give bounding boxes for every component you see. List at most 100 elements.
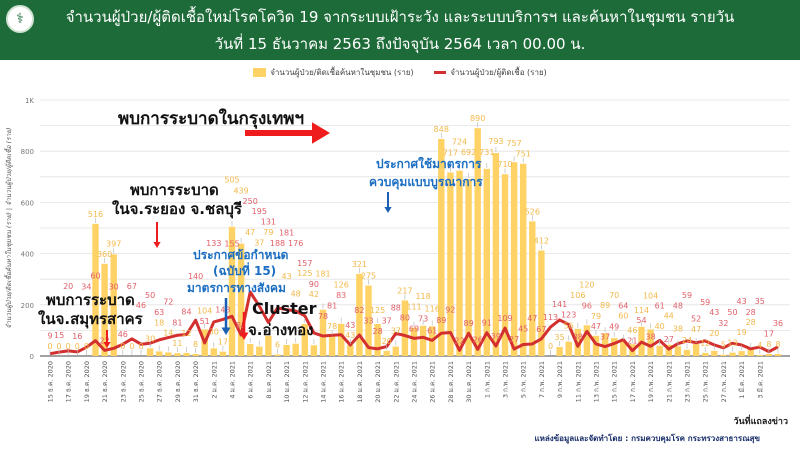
bar xyxy=(210,348,217,356)
annotation-rayong-2: ในจ.ระยอง จ.ชลบุรี xyxy=(112,200,242,218)
arrow-down-icon-head xyxy=(221,327,231,335)
x-tick-label: 1 ก.พ. 2021 xyxy=(483,361,491,398)
bar xyxy=(492,152,500,356)
line-value-label: 52 xyxy=(691,315,701,324)
annotation-rayong-1: พบการระบาด xyxy=(130,181,219,199)
bar-value-label: 751 xyxy=(516,150,531,159)
bar xyxy=(247,343,254,356)
line-value-label: 30 xyxy=(109,282,119,291)
line-value-label: 131 xyxy=(261,217,276,226)
x-tick-label: 2 ม.ค. 2021 xyxy=(210,361,218,399)
bar xyxy=(692,343,700,356)
bar-value-label: 38 xyxy=(673,324,683,333)
line-value-label: 88 xyxy=(391,303,401,312)
line-value-label: 78 xyxy=(318,312,328,321)
bar-value-label: 37 xyxy=(391,327,401,336)
bar-value-label: 217 xyxy=(397,286,412,295)
arrow-down-icon-head xyxy=(153,242,161,248)
bar xyxy=(219,351,227,356)
bar xyxy=(756,354,763,356)
line-value-label: 61 xyxy=(427,326,437,335)
bar-value-label: 724 xyxy=(452,138,467,147)
line-value-label: 176 xyxy=(288,239,303,248)
bar-value-label: 890 xyxy=(470,114,485,123)
line-value-label: 60 xyxy=(90,272,100,281)
bar xyxy=(328,336,336,356)
x-tick-label: 8 ม.ค. 2021 xyxy=(265,361,273,399)
x-tick-label: 22 ม.ค. 2021 xyxy=(392,361,400,403)
bar xyxy=(447,172,454,356)
line-value-label: 46 xyxy=(118,330,128,339)
arrow-right-icon-head xyxy=(312,122,330,144)
bar-value-label: 757 xyxy=(506,139,521,148)
bar xyxy=(438,138,445,356)
x-tick-label: 10 ม.ค. 2021 xyxy=(283,361,291,403)
x-tick-label: 17 ธ.ค. 2020 xyxy=(65,361,73,402)
line-value-label: 28 xyxy=(373,327,383,336)
bar xyxy=(392,346,399,356)
bar xyxy=(702,352,709,356)
bar-value-label: 516 xyxy=(88,210,103,219)
bar xyxy=(456,170,463,356)
bar xyxy=(720,354,727,356)
annotation-bangkok: พบการระบาดในกรุงเทพฯ xyxy=(118,109,305,129)
bar xyxy=(146,348,154,356)
y-tick-label: 200 xyxy=(21,302,34,310)
x-tick-label: 15 ธ.ค. 2020 xyxy=(47,361,55,402)
bar-value-label: 43 xyxy=(282,272,292,281)
bar-value-label: 47 xyxy=(691,325,701,334)
line-value-label: 157 xyxy=(297,259,312,268)
bar xyxy=(347,344,354,356)
bar-value-label: 848 xyxy=(434,125,449,134)
line-value-label: 45 xyxy=(518,324,528,333)
header-banner: ⚕ จำนวนผู้ป่วย/ผู้ติดเชื้อใหม่โรคโควิด 1… xyxy=(0,0,800,60)
line-value-label: 89 xyxy=(464,319,474,328)
bar-value-label: 40 xyxy=(655,322,665,331)
bar xyxy=(356,273,363,356)
bar xyxy=(310,345,318,356)
x-tick-label: 27 ก.พ. 2021 xyxy=(720,361,728,402)
bar-value-label: 0 xyxy=(129,342,134,351)
bar-value-label: 360 xyxy=(97,250,112,259)
x-tick-label: 7 ก.พ. 2021 xyxy=(538,361,546,398)
line-value-label: 48 xyxy=(673,302,683,311)
annotation-integrated-1: ประกาศใช้มาตรการ xyxy=(376,157,482,171)
bar-value-label: 30 xyxy=(145,334,155,343)
bar-value-label: 505 xyxy=(224,176,239,185)
bar xyxy=(510,162,518,356)
y-tick-label: 600 xyxy=(21,199,34,207)
bar xyxy=(765,353,773,356)
x-tick-label: 6 ม.ค. 2021 xyxy=(247,361,255,399)
chart-title-line1: จำนวนผู้ป่วย/ผู้ติดเชื้อใหม่โรคโควิด 19 … xyxy=(65,8,735,26)
bar-value-label: 14 xyxy=(163,328,173,337)
bar-value-label: 47 xyxy=(245,228,255,237)
legend-line-label: จำนวนผู้ป่วย/ผู้ติดเชื้อ (ราย) xyxy=(450,68,547,77)
line-value-label: 49 xyxy=(609,322,619,331)
bar-value-label: 60 xyxy=(618,312,628,321)
bar-value-label: 56 xyxy=(564,322,574,331)
bar-value-label: 24 xyxy=(682,336,692,345)
bar xyxy=(183,352,190,356)
line-value-label: 91 xyxy=(482,319,492,328)
x-tick-label: 13 ก.พ. 2021 xyxy=(593,361,601,402)
line-value-label: 54 xyxy=(636,316,646,325)
line-value-label: 81 xyxy=(172,318,182,327)
bar-value-label: 526 xyxy=(525,207,540,216)
line-value-label: 43 xyxy=(709,308,719,317)
bar-value-label: 43 xyxy=(345,331,355,340)
bar-value-label: 0 xyxy=(75,342,80,351)
line-value-label: 90 xyxy=(309,280,319,289)
line-value-label: 59 xyxy=(682,291,692,300)
bar-value-label: 692 xyxy=(461,148,476,157)
legend-bar-label: จำนวนผู้ป่วย/ติดเชื้อค้นหาในชุมชน (ราย) xyxy=(270,68,414,77)
annotation-samut-2: ในจ.สมุทรสาคร xyxy=(38,310,143,328)
line-value-label: 92 xyxy=(445,305,455,314)
bar xyxy=(683,349,691,356)
bar-value-label: 8 xyxy=(775,340,780,349)
x-tick-label: 5 ก.พ. 2021 xyxy=(520,361,528,398)
line-value-label: 43 xyxy=(345,321,355,330)
bar-value-label: 116 xyxy=(425,304,440,313)
bar-value-label: 0 xyxy=(84,342,89,351)
legend-line-swatch xyxy=(434,71,447,74)
line-value-label: 16 xyxy=(72,332,82,341)
